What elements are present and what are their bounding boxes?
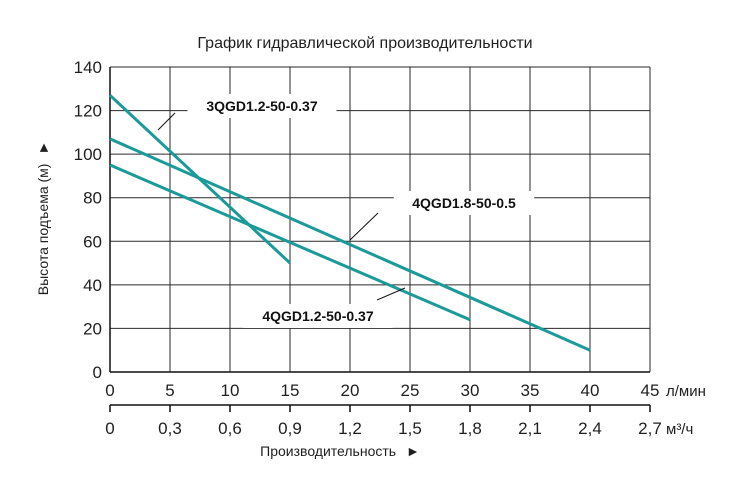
x-tick-label: 15 (281, 381, 300, 400)
series-label-2: 4QGD1.8-50-0.5 (412, 195, 516, 211)
series-lines (108, 94, 591, 352)
y-tick-label: 100 (74, 145, 102, 164)
x2-tick-label: 1,5 (398, 419, 422, 438)
x-tick-label: 5 (165, 381, 174, 400)
series-label-bg (243, 304, 393, 328)
series-label-bg (393, 191, 535, 215)
x2-tick-label: 0,6 (218, 419, 242, 438)
x2-tick-label: 0 (105, 419, 114, 438)
x-tick-label: 30 (461, 381, 480, 400)
y-tick-label: 60 (83, 232, 102, 251)
series-label-leader (376, 287, 406, 301)
series-line-3 (109, 163, 471, 322)
x2-axis-unit: м³/ч (666, 421, 693, 438)
y-tick-label: 20 (83, 319, 102, 338)
x-tick-label: 0 (105, 381, 114, 400)
x2-tick-label: 2,7 (638, 419, 662, 438)
y-axis-arrow-icon: ► (35, 141, 51, 155)
y-tick-label: 0 (93, 363, 102, 382)
x-tick-label: 45 (641, 381, 660, 400)
x-axis-unit: л/мин (666, 383, 706, 400)
series-line-2 (109, 137, 591, 352)
x2-tick-label: 0,9 (278, 419, 302, 438)
x-tick-label: 10 (221, 381, 240, 400)
series-labels: 3QGD1.2-50-0.37 4QGD1.8-50-0.5 4QGD1.2-50-… (157, 94, 535, 328)
y-tick-label: 120 (74, 102, 102, 121)
x-tick-label: 35 (521, 381, 540, 400)
series-label-leader (157, 112, 176, 131)
chart-title: График гидравлической производительности (197, 35, 532, 52)
series-label-1: 3QGD1.2-50-0.37 (206, 98, 317, 114)
series-label-leader (349, 212, 379, 241)
y-tick-label: 80 (83, 189, 102, 208)
x-tick-label: 40 (581, 381, 600, 400)
x-axis-arrow-icon: ► (406, 443, 420, 459)
axes: 0 20 40 60 80 100 120 140 0 5 10 15 20 25 30 35 40 45 0 0,3… (74, 58, 662, 438)
x2-tick-label: 1,8 (458, 419, 482, 438)
x-axis-label-text: Производительность (260, 443, 396, 459)
y-axis-label-text: Высота подъема (м) (35, 164, 51, 296)
x2-tick-label: 2,4 (578, 419, 602, 438)
x2-tick-label: 1,2 (338, 419, 362, 438)
x-tick-label: 20 (341, 381, 360, 400)
x2-tick-label: 2,1 (518, 419, 542, 438)
x2-tick-label: 0,3 (158, 419, 182, 438)
y-tick-label: 40 (83, 276, 102, 295)
series-label-bg (187, 94, 337, 118)
y-tick-label: 140 (74, 58, 102, 77)
x-tick-label: 25 (401, 381, 420, 400)
series-label-3: 4QGD1.2-50-0.37 (262, 308, 373, 324)
y-axis-label: Высота подъема (м) ► (35, 141, 51, 295)
x-axis-label: Производительность ► (260, 443, 420, 459)
